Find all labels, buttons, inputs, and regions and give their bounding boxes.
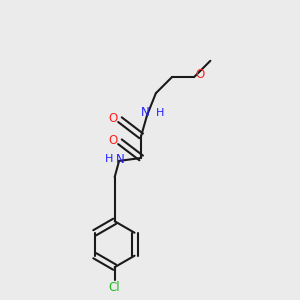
Text: H: H — [105, 154, 113, 164]
Text: Cl: Cl — [109, 281, 121, 294]
Text: O: O — [109, 134, 118, 147]
Text: H: H — [156, 108, 164, 118]
Text: O: O — [195, 68, 205, 80]
Text: N: N — [116, 153, 125, 166]
Text: O: O — [109, 112, 118, 125]
Text: N: N — [141, 106, 150, 119]
